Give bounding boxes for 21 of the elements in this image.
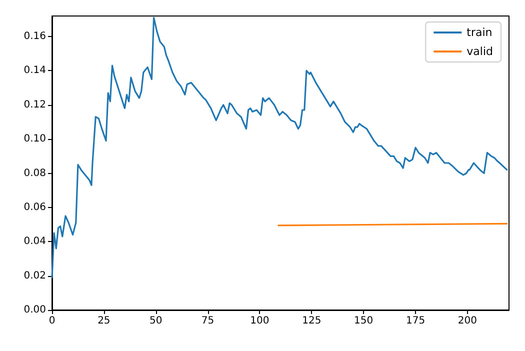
x-tick-label: 125 (302, 316, 322, 326)
legend-label: valid (466, 45, 494, 58)
x-tick-label: 50 (149, 316, 162, 326)
x-tick-label: 200 (458, 316, 477, 326)
y-tick-label: 0.02 (24, 270, 46, 282)
legend-label: train (466, 26, 492, 39)
y-tick-label: 0.16 (24, 31, 46, 42)
line-series (51, 16, 508, 278)
y-tick-label: 0.06 (24, 202, 46, 213)
y-tick-label: 0.10 (24, 134, 46, 145)
x-tick-label: 175 (406, 316, 426, 326)
x-tick-label: 75 (201, 316, 214, 326)
x-tick-label: 25 (98, 316, 110, 326)
x-tick-label: 150 (354, 316, 374, 326)
y-tick-label: 0.08 (24, 168, 46, 179)
y-tick-label: 0.04 (24, 236, 46, 248)
x-tick-label: 0 (48, 316, 56, 326)
x-tick-label: 100 (250, 316, 270, 326)
y-tick-label: 0.00 (24, 304, 46, 316)
y-tick-label: 0.14 (24, 65, 46, 76)
y-tick-label: 0.12 (24, 99, 46, 110)
